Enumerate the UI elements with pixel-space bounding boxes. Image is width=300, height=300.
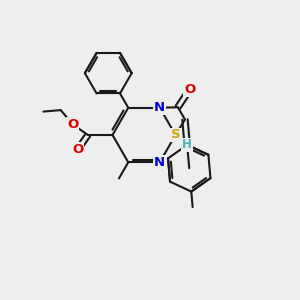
Text: S: S (171, 128, 180, 142)
Text: O: O (184, 83, 195, 96)
Text: N: N (154, 101, 165, 114)
Text: H: H (182, 138, 192, 152)
Text: O: O (72, 143, 83, 156)
Text: O: O (67, 118, 78, 131)
Text: N: N (154, 156, 165, 169)
